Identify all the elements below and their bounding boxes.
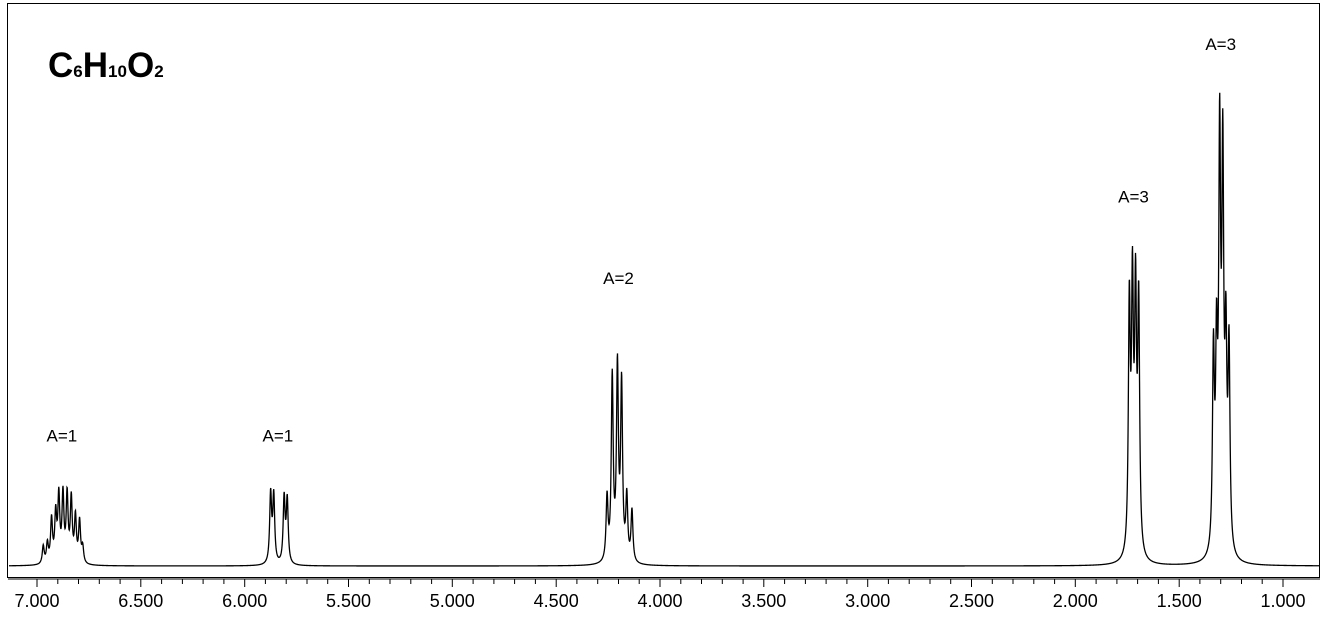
integration-label-1: A=1 <box>47 427 78 446</box>
x-tick-label: 4.000 <box>637 591 682 611</box>
x-tick-label: 7.000 <box>14 591 59 611</box>
integration-label-4: A=3 <box>1118 188 1149 207</box>
formula-oxygen: O <box>126 46 155 85</box>
formula-hydrogen-count: 10 <box>108 62 127 81</box>
formula-carbon-count: 6 <box>73 62 83 81</box>
molecular-formula: C6H10O2 <box>48 48 164 83</box>
formula-hydrogen: H <box>82 46 109 85</box>
ppm-axis: 7.000 6.500 6.000 5.500 5.000 4.500 4.000 3.500… <box>8 578 1320 611</box>
spectrum-line <box>9 92 1319 567</box>
integration-label-2: A=1 <box>263 427 294 446</box>
x-tick-label: 2.500 <box>949 591 994 611</box>
integration-label-3: A=2 <box>603 269 634 288</box>
x-tick-label: 1.000 <box>1260 591 1305 611</box>
spectrum-trace-group <box>9 92 1319 567</box>
integration-label-5: A=3 <box>1205 35 1236 54</box>
integration-labels: A=1 A=1 A=2 A=3 A=3 <box>47 35 1237 446</box>
x-tick-label: 3.000 <box>845 591 890 611</box>
x-tick-label: 6.000 <box>222 591 267 611</box>
x-tick-label: 6.500 <box>118 591 163 611</box>
plot-frame <box>7 3 1320 578</box>
x-tick-label: 2.000 <box>1053 591 1098 611</box>
x-tick-label: 4.500 <box>534 591 579 611</box>
x-tick-label: 5.000 <box>430 591 475 611</box>
x-tick-label: 1.500 <box>1157 591 1202 611</box>
x-tick-label: 3.500 <box>741 591 786 611</box>
formula-carbon: C <box>48 46 74 85</box>
x-tick-label: 5.500 <box>326 591 371 611</box>
formula-oxygen-count: 2 <box>154 62 164 81</box>
